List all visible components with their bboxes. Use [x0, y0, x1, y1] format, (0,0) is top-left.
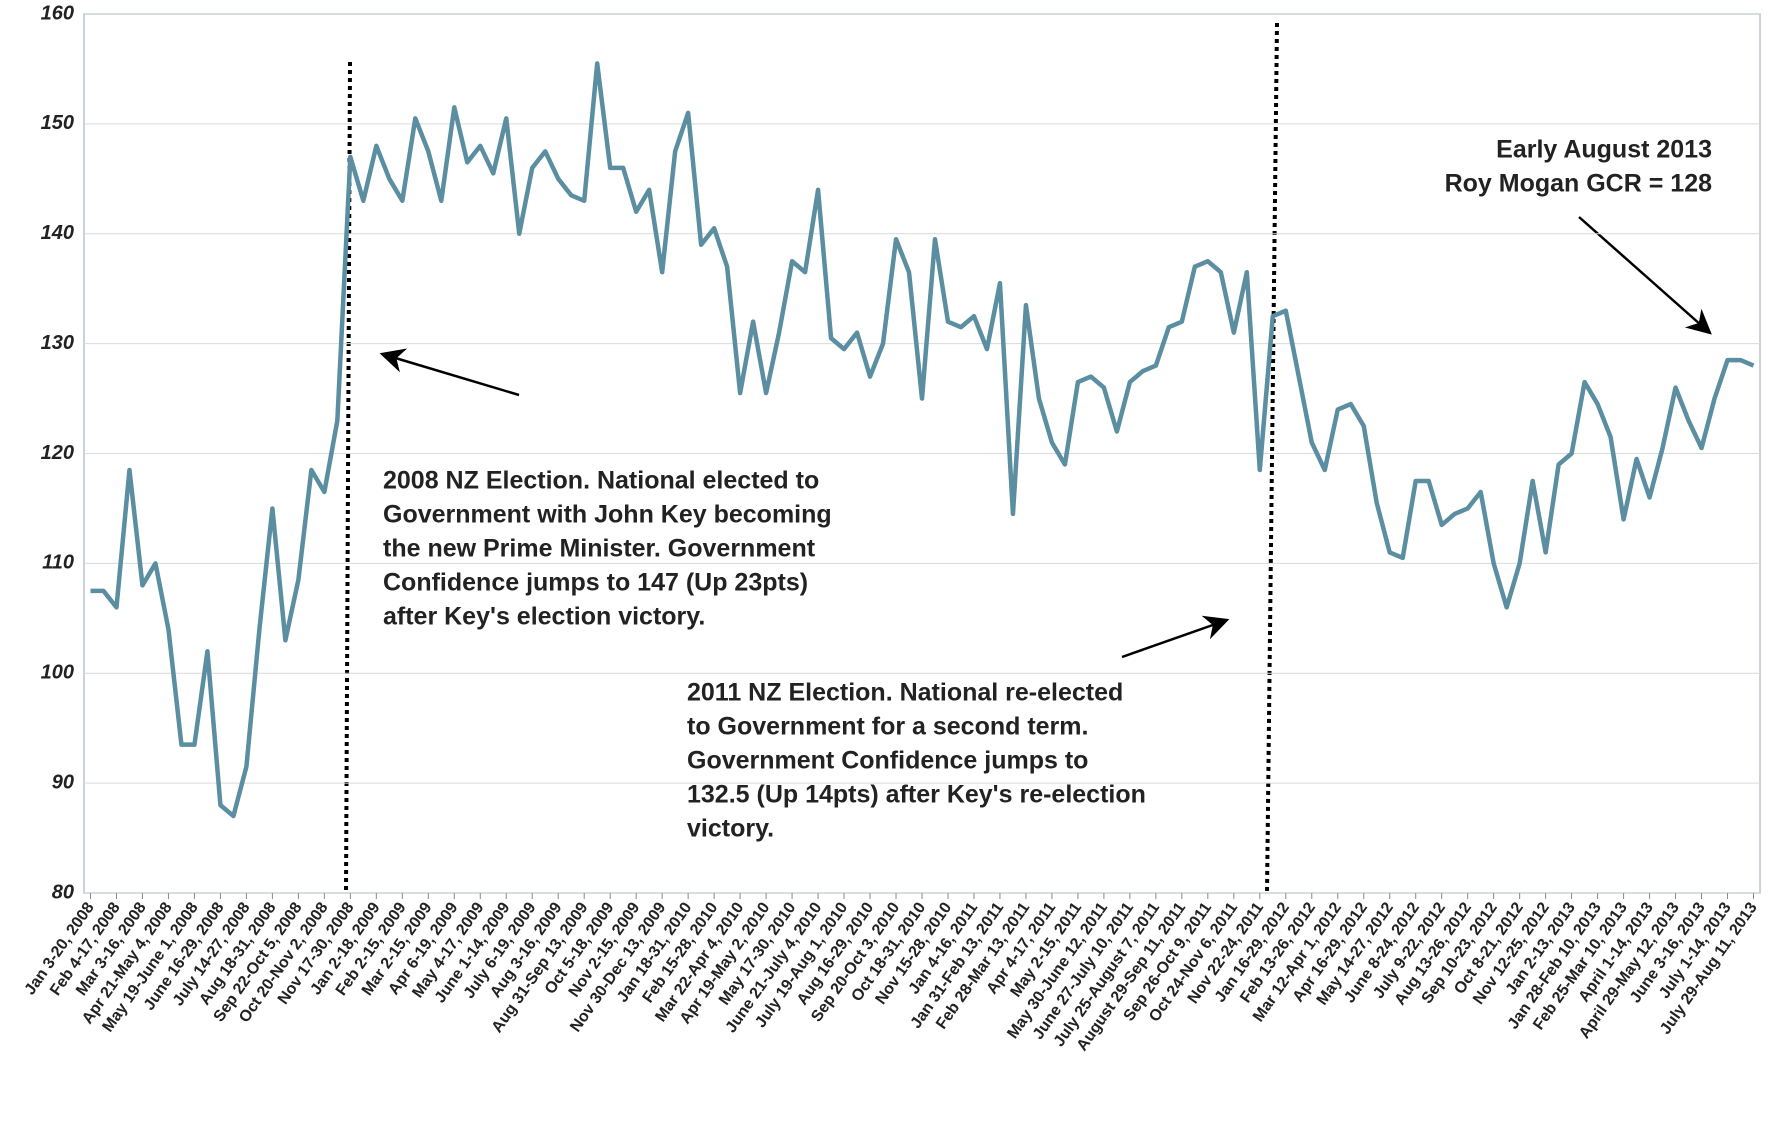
annotation: after Key's election victory. — [383, 603, 705, 631]
election-line — [1265, 22, 1279, 894]
y-tick-label: 100 — [41, 662, 74, 684]
annotation: to Government for a second term. — [687, 713, 1088, 741]
y-tick-label: 150 — [41, 112, 74, 134]
y-tick-label: 110 — [42, 552, 74, 574]
annotation: Government Confidence jumps to — [687, 747, 1088, 775]
arrow — [1121, 615, 1230, 659]
annotation: 2008 NZ Election. National elected to — [383, 467, 819, 495]
series-line — [90, 61, 1755, 819]
annotation: the new Prime Minister. Government — [383, 535, 816, 563]
annotation: Government with John Key becoming — [383, 501, 832, 529]
arrow — [379, 348, 520, 397]
annotation: Roy Mogan GCR = 128 — [1445, 170, 1713, 198]
annotation: 2011 NZ Election. National re-elected — [687, 679, 1123, 707]
arrow — [1578, 216, 1712, 335]
y-tick-label: 130 — [41, 332, 74, 354]
y-tick-label: 160 — [41, 2, 74, 24]
y-tick-label: 140 — [41, 222, 74, 244]
annotation: Early August 2013 — [1496, 136, 1712, 164]
annotation: Confidence jumps to 147 (Up 23pts) — [383, 569, 808, 597]
y-tick-label: 80 — [52, 881, 74, 903]
annotation: victory. — [687, 815, 774, 843]
annotation: 132.5 (Up 14pts) after Key's re-election — [687, 781, 1146, 809]
y-tick-label: 90 — [52, 771, 74, 793]
y-tick-label: 120 — [41, 442, 74, 464]
